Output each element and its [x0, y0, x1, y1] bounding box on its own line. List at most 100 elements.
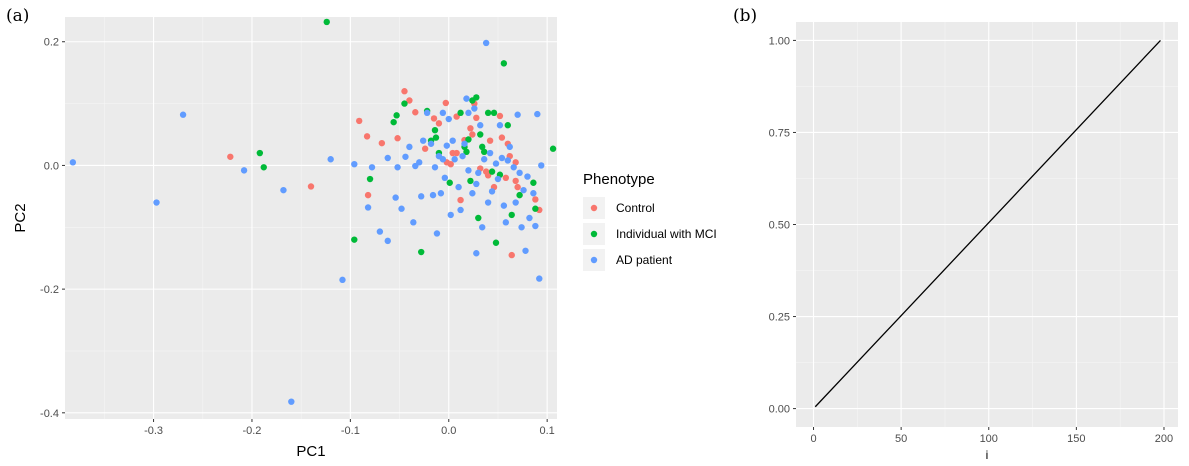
- chart-a-point-ad-patient: [505, 157, 511, 163]
- chart-a-point-ad-patient: [485, 199, 491, 205]
- chart-b-x-axis-title: i: [986, 448, 989, 462]
- chart-a-point-ad-patient: [536, 275, 542, 281]
- chart-a-point-ad-patient: [418, 193, 424, 199]
- chart-a-point-ad-patient: [534, 111, 540, 117]
- chart-b-x-tick-label: 200: [1155, 433, 1173, 445]
- chart-a-point-control: [308, 183, 314, 189]
- chart-a-y-tick-label: 0.2: [44, 37, 59, 49]
- chart-a-point-ad-patient: [416, 159, 422, 165]
- chart-a-point-control: [379, 140, 385, 146]
- chart-a-point-individual-with-mci: [351, 236, 357, 242]
- chart-a-point-ad-patient: [451, 156, 457, 162]
- chart-a-point-ad-patient: [377, 228, 383, 234]
- chart-a-point-individual-with-mci: [485, 110, 491, 116]
- chart-a-point-ad-patient: [440, 156, 446, 162]
- chart-a-point-ad-patient: [398, 206, 404, 212]
- legend-title: Phenotype: [583, 171, 655, 188]
- chart-a-point-ad-patient: [280, 187, 286, 193]
- legend-key-ad-patient: [591, 257, 597, 263]
- chart-a-point-ad-patient: [483, 40, 489, 46]
- chart-a-point-ad-patient: [430, 192, 436, 198]
- chart-a-point-control: [473, 115, 479, 121]
- chart-a-point-individual-with-mci: [390, 119, 396, 125]
- chart-a-point-ad-patient: [511, 164, 517, 170]
- chart-a-point-ad-patient: [327, 156, 333, 162]
- chart-a-point-ad-patient: [520, 187, 526, 193]
- chart-a-point-control: [436, 120, 442, 126]
- chart-a-point-ad-patient: [481, 156, 487, 162]
- chart-a-point-individual-with-mci: [475, 215, 481, 221]
- chart-a-point-individual-with-mci: [367, 176, 373, 182]
- chart-a-point-control: [467, 125, 473, 131]
- chart-a-point-individual-with-mci: [489, 168, 495, 174]
- chart-a-point-ad-patient: [420, 137, 426, 143]
- chart-a-point-individual-with-mci: [324, 19, 330, 25]
- chart-a-point-control: [497, 113, 503, 119]
- chart-a-point-ad-patient: [153, 199, 159, 205]
- chart-a-point-ad-patient: [532, 223, 538, 229]
- chart-a-point-control: [443, 100, 449, 106]
- chart-a-point-ad-patient: [479, 224, 485, 230]
- chart-a-point-ad-patient: [463, 95, 469, 101]
- chart-a-point-individual-with-mci: [401, 100, 407, 106]
- chart-a-point-ad-patient: [538, 162, 544, 168]
- chart-a-y-tick-label: -0.2: [40, 284, 59, 296]
- chart-a-point-individual-with-mci: [457, 110, 463, 116]
- chart-a-point-individual-with-mci: [473, 94, 479, 100]
- chart-a-point-ad-patient: [410, 219, 416, 225]
- chart-a-plot-background: [65, 17, 557, 419]
- chart-a-point-control: [422, 146, 428, 152]
- chart-a-point-ad-patient: [339, 277, 345, 283]
- chart-a-point-ad-patient: [471, 105, 477, 111]
- chart-a-point-ad-patient: [428, 141, 434, 147]
- chart-a-point-ad-patient: [530, 190, 536, 196]
- chart-a-point-ad-patient: [424, 110, 430, 116]
- chart-a-point-control: [503, 175, 509, 181]
- chart-a-point-ad-patient: [514, 112, 520, 118]
- chart-a-point-ad-patient: [518, 224, 524, 230]
- chart-a-point-ad-patient: [438, 190, 444, 196]
- legend-label: Individual with MCI: [616, 227, 717, 241]
- chart-a-y-tick-label: -0.4: [40, 408, 59, 420]
- chart-a-point-ad-patient: [369, 164, 375, 170]
- chart-a-point-ad-patient: [493, 160, 499, 166]
- chart-a-point-ad-patient: [516, 170, 522, 176]
- chart-a-point-individual-with-mci: [491, 110, 497, 116]
- chart-a-point-individual-with-mci: [532, 206, 538, 212]
- chart-a-point-individual-with-mci: [493, 240, 499, 246]
- chart-a-point-control: [512, 178, 518, 184]
- chart-a-point-ad-patient: [241, 167, 247, 173]
- legend-key-control: [591, 205, 597, 211]
- chart-a-x-tick-label: -0.3: [144, 425, 163, 437]
- chart-a-point-individual-with-mci: [501, 60, 507, 66]
- chart-a-point-individual-with-mci: [261, 164, 267, 170]
- chart-a-x-axis-title: PC1: [296, 443, 325, 460]
- chart-a-point-ad-patient: [446, 116, 452, 122]
- chart-a-point-individual-with-mci: [505, 122, 511, 128]
- chart-a-point-ad-patient: [440, 110, 446, 116]
- chart-a-point-ad-patient: [477, 122, 483, 128]
- chart-a-point-ad-patient: [499, 155, 505, 161]
- chart-a-point-ad-patient: [444, 142, 450, 148]
- chart-a-point-ad-patient: [465, 110, 471, 116]
- chart-b-x-tick-label: 50: [895, 433, 907, 445]
- chart-a-point-individual-with-mci: [447, 180, 453, 186]
- chart-a-point-individual-with-mci: [550, 146, 556, 152]
- chart-a-point-control: [532, 196, 538, 202]
- chart-b-y-tick-label: 0.25: [769, 312, 790, 324]
- chart-a-point-individual-with-mci: [418, 249, 424, 255]
- chart-a-point-ad-patient: [402, 154, 408, 160]
- chart-a-point-control: [365, 192, 371, 198]
- chart-a-x-tick-label: -0.1: [341, 425, 360, 437]
- chart-a-point-ad-patient: [526, 215, 532, 221]
- chart-a-point-ad-patient: [406, 144, 412, 150]
- chart-a-point-ad-patient: [449, 137, 455, 143]
- chart-a-point-ad-patient: [434, 230, 440, 236]
- chart-a-point-individual-with-mci: [393, 112, 399, 118]
- chart-a-point-control: [457, 197, 463, 203]
- chart-a-point-ad-patient: [394, 164, 400, 170]
- chart-b-y-tick-label: 0.50: [769, 220, 790, 232]
- chart-a-point-ad-patient: [524, 173, 530, 179]
- legend-label: AD patient: [616, 253, 673, 267]
